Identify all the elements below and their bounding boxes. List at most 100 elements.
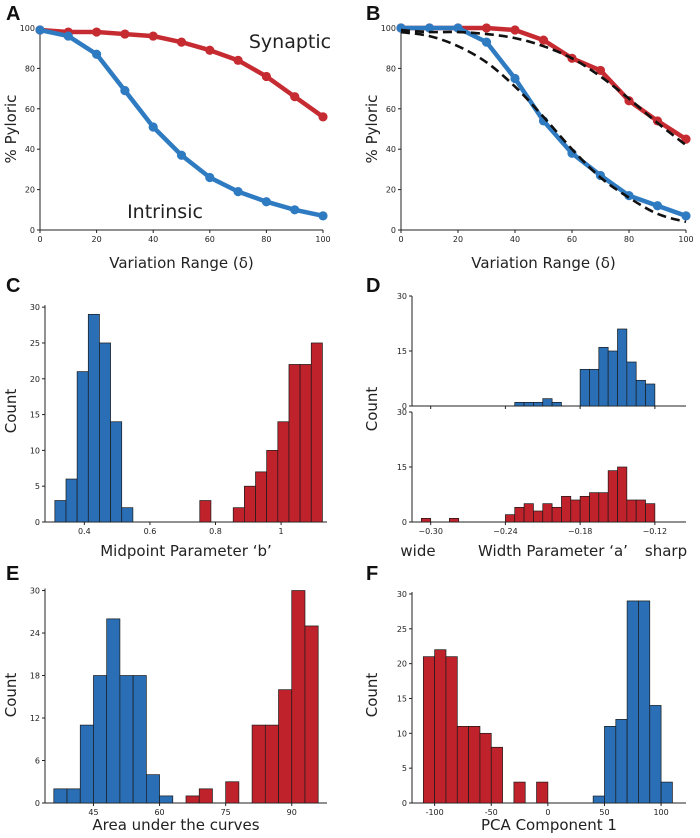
y-tick-label: 24 xyxy=(30,629,40,638)
y-tick-label: 20 xyxy=(397,660,407,669)
x-tick-label: 60 xyxy=(154,808,164,817)
x-tick-label: 0 xyxy=(37,235,42,244)
x-tick-label: 100 xyxy=(678,235,693,244)
histogram-bar xyxy=(198,788,213,804)
histogram-bar xyxy=(420,517,432,523)
histogram-bar xyxy=(649,705,662,804)
y-tick-label: 30 xyxy=(30,303,40,312)
x-tick-label: 1 xyxy=(279,527,284,536)
x-tick-label: 50 xyxy=(599,808,609,817)
histogram-bar xyxy=(533,510,544,523)
series-synaptic xyxy=(396,23,691,144)
histogram-bar xyxy=(589,492,600,523)
series-intrinsic-point xyxy=(453,23,463,33)
y-tick-label: 100 xyxy=(20,24,35,33)
series-intrinsic-point xyxy=(176,150,187,160)
y-tick-label: 0 xyxy=(402,518,407,527)
series-synaptic-point xyxy=(176,37,187,47)
histogram-bar xyxy=(225,781,240,804)
x-tick-label: 0 xyxy=(545,808,550,817)
series-intrinsic xyxy=(54,313,134,523)
histogram-bar xyxy=(422,656,435,804)
x-tick-label: −0.12 xyxy=(643,527,668,536)
x-tick-label: 80 xyxy=(261,235,271,244)
y-tick-label: 10 xyxy=(30,446,40,455)
histogram-bar xyxy=(232,507,245,523)
histogram-bar xyxy=(635,499,646,523)
histogram-bar xyxy=(579,368,590,407)
histogram-bar xyxy=(278,689,293,804)
annotation-synaptic: Synaptic xyxy=(249,31,331,53)
histogram-bar xyxy=(159,795,174,804)
series-intrinsic-point xyxy=(233,187,243,197)
histogram-bar xyxy=(604,726,617,804)
histogram-bar xyxy=(93,675,108,804)
x-axis-label: Area under the curves xyxy=(92,816,259,834)
histogram-bar xyxy=(65,478,78,523)
histogram-bar xyxy=(87,313,100,523)
histogram-bar xyxy=(264,724,279,804)
series-synaptic-point xyxy=(538,35,549,45)
histogram-bar xyxy=(607,350,618,407)
y-tick-label: 10 xyxy=(397,729,407,738)
series-intrinsic-point xyxy=(481,37,492,47)
series-intrinsic-point xyxy=(624,191,634,201)
series-synaptic-point xyxy=(510,25,520,35)
x-tick-label: −0.30 xyxy=(418,527,443,536)
histogram-bar xyxy=(615,719,628,804)
y-axis-label: Count xyxy=(363,673,381,718)
y-tick-label: 0 xyxy=(30,226,35,235)
series-synaptic-point xyxy=(120,29,130,39)
series-synaptic-point xyxy=(481,23,492,33)
histogram-bar xyxy=(121,507,134,523)
histogram-bar xyxy=(523,503,534,523)
panel-letter-b: B xyxy=(366,3,380,25)
y-tick-label: 20 xyxy=(386,186,396,195)
y-tick-label: 6 xyxy=(35,757,40,766)
histogram-bar xyxy=(490,746,503,804)
histogram-bar xyxy=(592,795,605,804)
panel-letter-e: E xyxy=(6,563,19,585)
histogram-bar xyxy=(551,401,562,407)
x-tick-label: 0.6 xyxy=(144,527,157,536)
histogram-bar xyxy=(617,328,628,407)
histogram-bar xyxy=(434,649,447,804)
x-tick-label: 45 xyxy=(88,808,98,817)
y-tick-label: 40 xyxy=(25,145,35,154)
axes-f: -100 -50 0 50 100 0 5 10 15 20 25 30 PCA Component 1… xyxy=(363,590,686,834)
histogram-bar xyxy=(523,401,534,407)
x-axis-label: Midpoint Parameter ‘b’ xyxy=(100,542,272,560)
histogram-bar xyxy=(626,499,637,523)
series-intrinsic-point xyxy=(681,211,691,221)
histogram-bar xyxy=(310,342,323,523)
x-tick-label: 0.8 xyxy=(209,527,222,536)
histogram-bar xyxy=(54,500,67,523)
histogram-bar xyxy=(288,364,301,523)
histogram-bar xyxy=(542,503,553,523)
x-tick-label: 40 xyxy=(510,235,520,244)
y-tick-label: 0 xyxy=(402,799,407,808)
series-synaptic-point xyxy=(290,92,300,102)
series-synaptic-point xyxy=(148,31,158,41)
histogram-bar xyxy=(514,401,525,407)
histogram-bar xyxy=(660,781,673,804)
histogram-bar xyxy=(570,499,581,523)
histogram-bar xyxy=(638,600,651,804)
y-tick-label: 0 xyxy=(402,402,407,411)
y-tick-label: 30 xyxy=(30,587,40,596)
series-synaptic-point xyxy=(205,45,215,55)
series-intrinsic xyxy=(396,23,691,221)
histogram-bar xyxy=(185,795,200,804)
panel-letter-a: A xyxy=(6,3,20,25)
panel-letter-d: D xyxy=(366,275,380,297)
series-synaptic-point xyxy=(681,134,691,144)
histogram-bar xyxy=(617,466,628,523)
y-tick-label: 100 xyxy=(381,24,396,33)
series-intrinsic-point xyxy=(261,197,271,207)
histogram-bar xyxy=(449,517,460,523)
y-tick-label: 25 xyxy=(30,339,40,348)
series-intrinsic-point xyxy=(318,211,328,221)
histogram-bar xyxy=(626,600,639,804)
y-tick-label: 30 xyxy=(397,292,407,301)
